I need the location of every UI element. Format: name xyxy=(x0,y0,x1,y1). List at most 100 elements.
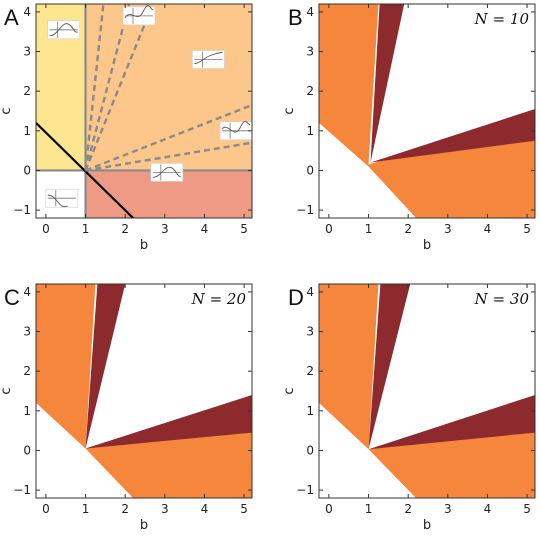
y-tick-label: 0 xyxy=(306,443,314,457)
x-tick-label: 4 xyxy=(201,502,209,516)
line-dashed-gray-7 xyxy=(85,141,252,172)
x-tick-label: 2 xyxy=(404,502,412,516)
y-tick-label: 4 xyxy=(23,285,31,299)
y-tick-label: 0 xyxy=(23,163,31,177)
panel-b: 0 1 2 3 4 5 4 3 2 1 0 −1 b c B N = 10 xyxy=(282,3,536,253)
x-tick-label: 1 xyxy=(365,222,373,236)
x-tick-label: 2 xyxy=(121,502,129,516)
panel-label: C xyxy=(4,285,20,310)
region-darkred-0 xyxy=(85,284,126,449)
x-tick-label: 0 xyxy=(325,502,333,516)
region-darkred-1 xyxy=(370,109,535,163)
panel-d: 0 1 2 3 4 5 4 3 2 1 0 −1 b c D N = 30 xyxy=(282,283,536,533)
line-dashed-gray-3 xyxy=(84,4,105,171)
x-tick-label: 4 xyxy=(484,502,492,516)
x-tick-label: 4 xyxy=(201,222,209,236)
x-tick-label: 1 xyxy=(82,222,90,236)
inset-plot-2 xyxy=(192,50,225,69)
n-label: N = 30 xyxy=(474,290,530,308)
panel-label: B xyxy=(288,5,303,30)
x-tick-label: 5 xyxy=(240,502,248,516)
y-tick-label: 1 xyxy=(306,404,314,418)
y-tick-label: 1 xyxy=(306,124,314,138)
x-tick-label: 1 xyxy=(82,502,90,516)
region-darkred-1 xyxy=(85,395,252,449)
x-tick-label: 2 xyxy=(404,222,412,236)
line-solid-black-2 xyxy=(36,122,134,218)
y-tick-label: 0 xyxy=(23,443,31,457)
x-tick-label: 3 xyxy=(444,222,452,236)
x-tick-label: 1 xyxy=(365,502,373,516)
line-dashed-gray-4 xyxy=(84,4,131,171)
inset-plot-0 xyxy=(47,20,81,40)
plot-area xyxy=(36,284,252,498)
region-peach xyxy=(85,4,252,171)
inset-curve xyxy=(49,23,78,37)
region-darkred-0 xyxy=(370,4,405,163)
n-label: N = 10 xyxy=(474,10,530,28)
y-tick-label: −1 xyxy=(296,203,314,217)
x-tick-label: 3 xyxy=(444,502,452,516)
region-orange xyxy=(36,284,252,498)
inset-plot-5 xyxy=(45,188,79,208)
panel-label: D xyxy=(288,285,304,310)
x-axis-label: b xyxy=(140,518,148,533)
inset-curve xyxy=(221,120,251,133)
panel-c: 0 1 2 3 4 5 4 3 2 1 0 −1 b c C N = 20 xyxy=(0,283,253,533)
y-tick-label: −1 xyxy=(296,483,314,497)
y-tick-label: 2 xyxy=(306,84,314,98)
x-tick-label: 4 xyxy=(484,222,492,236)
y-axis-label: c xyxy=(0,387,14,394)
region-orange xyxy=(319,284,535,498)
y-tick-label: 4 xyxy=(23,5,31,19)
y-tick-label: 3 xyxy=(23,45,31,59)
plot-area xyxy=(319,284,535,498)
y-tick-label: 2 xyxy=(306,364,314,378)
plot-area xyxy=(319,4,535,218)
inset-curve xyxy=(124,5,154,19)
y-axis-label: c xyxy=(0,107,14,114)
y-tick-label: 2 xyxy=(23,84,31,98)
y-tick-label: 3 xyxy=(306,325,314,339)
x-tick-label: 5 xyxy=(523,502,531,516)
x-tick-label: 2 xyxy=(121,222,129,236)
y-tick-label: 4 xyxy=(306,5,314,19)
y-axis-label: c xyxy=(282,387,297,394)
y-axis-label: c xyxy=(282,107,297,114)
inset-curve xyxy=(152,166,181,178)
y-tick-label: −1 xyxy=(13,203,31,217)
plot-area xyxy=(36,4,252,218)
y-tick-label: 1 xyxy=(23,124,31,138)
n-label: N = 20 xyxy=(191,290,247,308)
y-tick-label: −1 xyxy=(13,483,31,497)
x-tick-label: 0 xyxy=(42,502,50,516)
region-darkred-0 xyxy=(368,284,411,450)
inset-plot-1 xyxy=(122,5,156,26)
inset-curve xyxy=(47,194,68,208)
panels-group: 0 1 2 3 4 5 4 3 2 1 0 −1 b c A 0 1 2 3 4 5 4 3 2 1 0 −1 b c B N = 10 0 1… xyxy=(0,3,536,533)
y-tick-label: 3 xyxy=(23,325,31,339)
x-axis-label: b xyxy=(140,238,148,253)
plot-frame xyxy=(35,283,253,499)
x-axis-label: b xyxy=(423,518,431,533)
x-tick-label: 0 xyxy=(325,222,333,236)
region-orange xyxy=(319,4,535,218)
plot-frame xyxy=(318,283,536,499)
y-tick-label: 0 xyxy=(306,163,314,177)
inset-plot-3 xyxy=(219,120,252,141)
x-tick-label: 0 xyxy=(42,222,50,236)
x-tick-label: 3 xyxy=(161,222,169,236)
y-tick-label: 4 xyxy=(306,285,314,299)
panel-a: 0 1 2 3 4 5 4 3 2 1 0 −1 b c A xyxy=(0,3,253,253)
inset-plot-4 xyxy=(150,163,184,182)
panel-label: A xyxy=(4,5,19,30)
x-axis-label: b xyxy=(423,238,431,253)
region-darkred-1 xyxy=(368,395,535,450)
y-tick-label: 1 xyxy=(23,404,31,418)
plot-frame xyxy=(318,3,536,219)
y-tick-label: 2 xyxy=(23,364,31,378)
x-tick-label: 3 xyxy=(161,502,169,516)
x-tick-label: 5 xyxy=(523,222,531,236)
x-tick-label: 5 xyxy=(240,222,248,236)
